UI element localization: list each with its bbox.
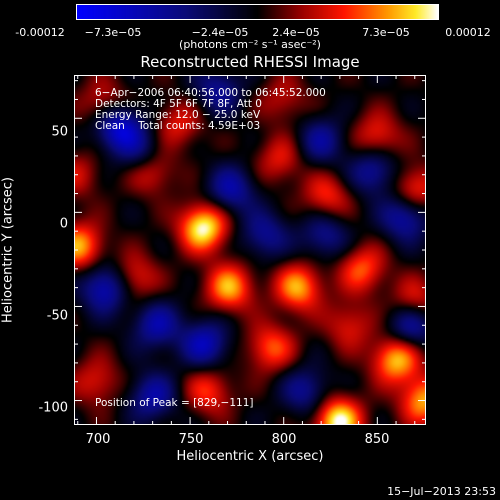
colorbar-unit: (photons cm⁻² s⁻¹ asec⁻²) — [179, 38, 321, 51]
x-axis-label: Heliocentric X (arcsec) — [176, 449, 324, 464]
x-tick-label: 850 — [364, 432, 390, 447]
colorbar — [76, 4, 439, 20]
x-tick-label: 750 — [178, 432, 204, 447]
annotation-energy: Energy Range: 12.0 − 25.0 keV — [95, 109, 261, 121]
colorbar-tick: −2.4e−05 — [191, 26, 249, 39]
heatmap-image — [74, 75, 426, 425]
timestamp: 15−Jul−2013 23:53 — [387, 485, 496, 498]
annotation-clean: Clean Total counts: 4.59E+03 — [95, 120, 261, 132]
colorbar-tick: -0.00012 — [15, 26, 65, 39]
y-tick-label: -100 — [38, 400, 68, 416]
y-tick-label: 50 — [51, 124, 68, 140]
annotation-time: 6−Apr−2006 06:40:56.000 to 06:45:52.000 — [95, 87, 326, 99]
y-axis-label: Heliocentric Y (arcsec) — [0, 177, 16, 323]
colorbar-tick: 7.3e−05 — [362, 26, 410, 39]
annotation-detectors: Detectors: 4F 5F 6F 7F 8F, Att 0 — [95, 98, 262, 110]
colorbar-tick: 2.4e−05 — [272, 26, 320, 39]
y-tick-label: -50 — [46, 308, 68, 324]
chart-title: Reconstructed RHESSI Image — [140, 53, 360, 71]
annotation-peak: Position of Peak = [829,−111] — [95, 397, 254, 409]
x-tick-label: 800 — [271, 432, 297, 447]
colorbar-tick: −7.3e−05 — [84, 26, 142, 39]
y-tick-label: 0 — [59, 216, 68, 232]
colorbar-tick: 0.00012 — [445, 26, 491, 39]
x-tick-label: 700 — [85, 432, 111, 447]
